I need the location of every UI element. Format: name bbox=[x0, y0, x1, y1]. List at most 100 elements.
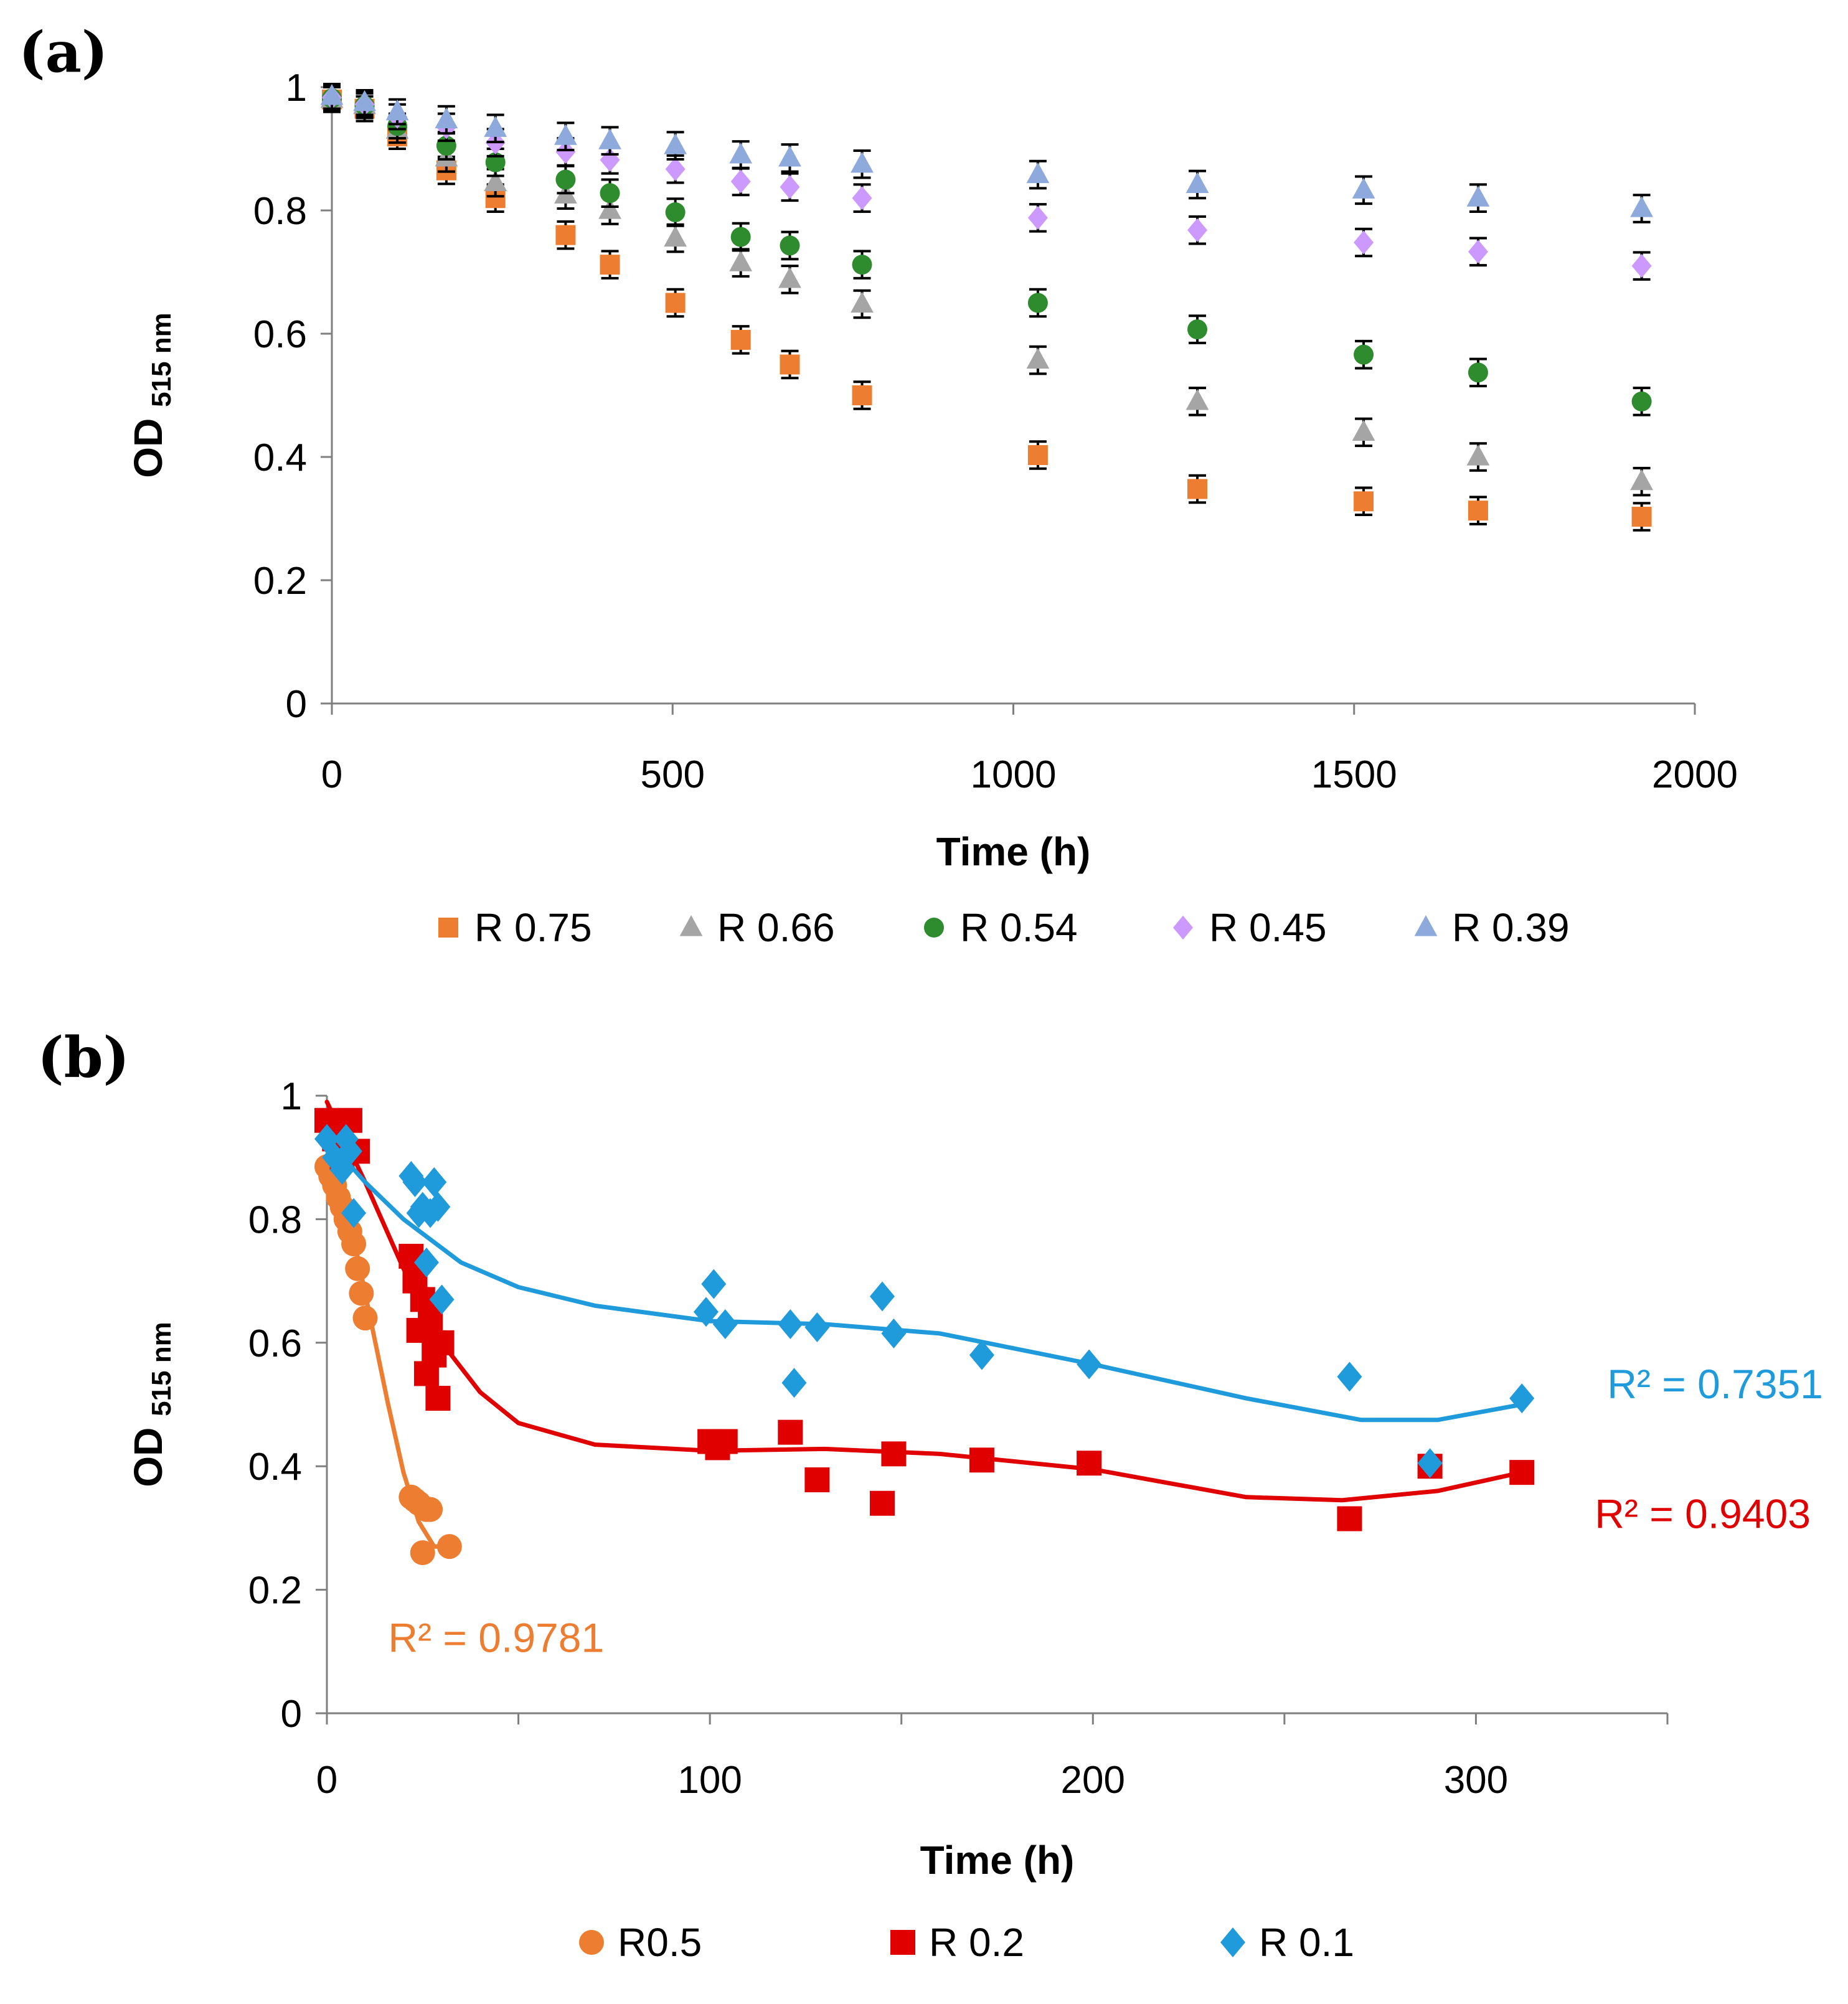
data-point bbox=[1077, 1451, 1102, 1476]
data-point bbox=[1631, 391, 1652, 412]
data-point bbox=[429, 1330, 455, 1355]
data-point bbox=[712, 1309, 738, 1340]
data-point bbox=[778, 145, 801, 167]
r-squared-label: R² = 0.7351 bbox=[1607, 1361, 1823, 1407]
data-point bbox=[693, 1297, 719, 1327]
data-point bbox=[869, 1281, 895, 1312]
data-point bbox=[435, 107, 458, 129]
data-point bbox=[600, 183, 620, 204]
data-point bbox=[851, 151, 874, 173]
data-point bbox=[1417, 1448, 1443, 1479]
data-point bbox=[881, 1318, 907, 1348]
data-point bbox=[600, 255, 620, 275]
data-point bbox=[869, 1490, 895, 1516]
panel-label: (b) bbox=[37, 1025, 130, 1091]
data-point bbox=[598, 128, 621, 149]
data-point bbox=[402, 1167, 428, 1197]
data-point bbox=[1077, 1349, 1102, 1380]
data-point bbox=[425, 1192, 451, 1222]
data-point bbox=[780, 175, 800, 199]
data-point bbox=[664, 133, 687, 154]
y-tick-label: 0 bbox=[286, 683, 307, 726]
series-r0.2: R² = 0.9403 bbox=[314, 1099, 1811, 1537]
legend-marker bbox=[890, 1930, 915, 1955]
legend-label: R 0.54 bbox=[960, 905, 1078, 950]
r-squared-label: R² = 0.9781 bbox=[388, 1615, 604, 1661]
data-point bbox=[598, 198, 621, 219]
y-axis-title-main: OD bbox=[126, 1416, 171, 1487]
data-point bbox=[425, 1386, 451, 1411]
legend-marker bbox=[924, 918, 944, 938]
data-point bbox=[352, 1305, 378, 1331]
y-axis-title: OD 515 nm bbox=[126, 313, 177, 477]
x-tick-label: 1500 bbox=[1311, 753, 1397, 796]
legend-marker bbox=[438, 918, 458, 938]
data-point bbox=[1468, 501, 1488, 521]
data-point bbox=[1026, 347, 1050, 369]
legend-label: R 0.1 bbox=[1259, 1920, 1354, 1965]
data-point bbox=[1468, 362, 1488, 383]
data-point bbox=[1466, 186, 1490, 207]
r-squared-label: R² = 0.9403 bbox=[1595, 1491, 1811, 1537]
y-tick-label: 0.8 bbox=[253, 190, 307, 233]
series-r0.5: R² = 0.9781 bbox=[314, 1154, 604, 1661]
data-point bbox=[349, 1281, 374, 1306]
data-point bbox=[969, 1340, 994, 1370]
x-tick-label: 2000 bbox=[1652, 753, 1738, 796]
data-point bbox=[1187, 479, 1208, 499]
y-tick-label: 0.8 bbox=[248, 1198, 302, 1241]
data-point bbox=[1466, 445, 1490, 466]
y-tick-label: 1 bbox=[281, 1075, 302, 1118]
data-point bbox=[729, 142, 753, 164]
y-tick-label: 0 bbox=[281, 1693, 302, 1736]
data-point bbox=[413, 1247, 439, 1277]
data-point bbox=[969, 1447, 994, 1473]
y-tick-label: 0.4 bbox=[253, 436, 307, 479]
data-point bbox=[1186, 172, 1209, 194]
legend-label: R 0.75 bbox=[474, 905, 592, 950]
data-point bbox=[851, 291, 874, 313]
data-point bbox=[1468, 240, 1488, 264]
series-r0.45 bbox=[322, 84, 1652, 281]
data-point bbox=[1187, 319, 1208, 340]
trendline bbox=[324, 1136, 1524, 1423]
data-point bbox=[345, 1256, 370, 1281]
legend-label: R 0.39 bbox=[1452, 905, 1570, 950]
trendline bbox=[324, 1099, 1524, 1503]
data-point bbox=[1027, 293, 1048, 313]
data-point bbox=[1354, 491, 1374, 512]
legend-label: R 0.45 bbox=[1209, 905, 1327, 950]
data-point bbox=[804, 1467, 830, 1493]
x-axis-title: Time (h) bbox=[920, 1838, 1075, 1883]
data-point bbox=[320, 83, 344, 105]
data-point bbox=[1630, 469, 1654, 491]
data-point bbox=[665, 157, 686, 181]
data-point bbox=[1027, 445, 1048, 466]
x-tick-label: 500 bbox=[641, 753, 705, 796]
data-point bbox=[664, 225, 687, 247]
y-axis-title-main: OD bbox=[126, 407, 171, 478]
legend-marker bbox=[679, 915, 703, 936]
legend-marker bbox=[1414, 915, 1438, 936]
chart-panel-b: (b) 0 0.2 0.4 0.6 0.8 1 0 100 200 300 Time (h) OD 51… bbox=[37, 1025, 1823, 1965]
y-axis-title-sub: 515 nm bbox=[146, 1322, 177, 1416]
chart-panel-a: (a) 0 0.2 0.4 0.6 0.8 1 0 500 1000 1500 2000 Time (h… bbox=[19, 19, 1738, 950]
data-point bbox=[353, 90, 376, 111]
x-tick-label: 200 bbox=[1061, 1759, 1125, 1802]
data-point bbox=[1186, 388, 1209, 410]
data-point bbox=[410, 1540, 435, 1566]
data-point bbox=[781, 1368, 807, 1398]
data-point bbox=[778, 266, 801, 288]
legend-label: R0.5 bbox=[618, 1920, 702, 1965]
x-tick-label: 0 bbox=[321, 753, 342, 796]
data-point bbox=[701, 1269, 727, 1299]
y-axis-title: OD 515 nm bbox=[126, 1322, 177, 1487]
data-point bbox=[852, 385, 872, 405]
data-point bbox=[1354, 230, 1374, 255]
y-tick-label: 0.6 bbox=[253, 313, 307, 356]
legend-label: R 0.66 bbox=[717, 905, 835, 950]
data-point bbox=[1187, 218, 1208, 242]
data-point bbox=[881, 1441, 907, 1467]
legend-marker bbox=[579, 1930, 604, 1955]
